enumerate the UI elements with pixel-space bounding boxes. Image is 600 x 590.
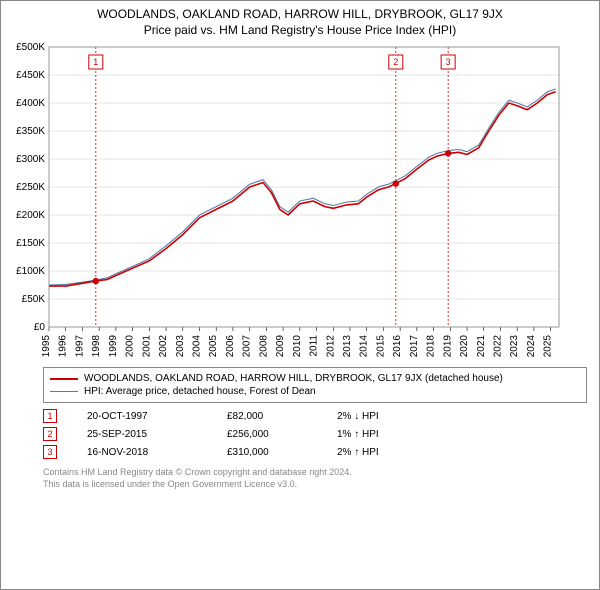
svg-text:£200K: £200K <box>16 210 45 221</box>
svg-text:2012: 2012 <box>325 335 336 358</box>
event-delta: 1% ↑ HPI <box>337 429 379 440</box>
legend-label-property: WOODLANDS, OAKLAND ROAD, HARROW HILL, DR… <box>84 373 503 384</box>
svg-text:2024: 2024 <box>526 335 537 358</box>
svg-text:2023: 2023 <box>509 335 520 358</box>
svg-text:£50K: £50K <box>22 294 46 305</box>
event-date: 20-OCT-1997 <box>87 411 197 422</box>
event-delta: 2% ↑ HPI <box>337 447 379 458</box>
svg-text:2004: 2004 <box>191 335 202 358</box>
legend: WOODLANDS, OAKLAND ROAD, HARROW HILL, DR… <box>43 367 587 403</box>
svg-text:1997: 1997 <box>74 335 85 358</box>
attribution-line2: This data is licensed under the Open Gov… <box>43 479 587 491</box>
event-badge: 2 <box>43 427 57 441</box>
svg-text:2017: 2017 <box>409 335 420 358</box>
svg-text:2006: 2006 <box>225 335 236 358</box>
svg-text:1995: 1995 <box>41 335 52 358</box>
event-price: £256,000 <box>227 429 307 440</box>
title-address: WOODLANDS, OAKLAND ROAD, HARROW HILL, DR… <box>11 7 589 21</box>
event-badge: 1 <box>43 409 57 423</box>
svg-text:2021: 2021 <box>476 335 487 358</box>
chart-container: WOODLANDS, OAKLAND ROAD, HARROW HILL, DR… <box>0 0 600 590</box>
svg-text:£250K: £250K <box>16 182 45 193</box>
svg-text:£300K: £300K <box>16 154 45 165</box>
svg-text:2022: 2022 <box>492 335 503 358</box>
svg-text:£450K: £450K <box>16 70 45 81</box>
svg-text:2005: 2005 <box>208 335 219 358</box>
svg-text:2020: 2020 <box>459 335 470 358</box>
svg-text:£0: £0 <box>34 322 46 333</box>
svg-text:2008: 2008 <box>258 335 269 358</box>
svg-text:£150K: £150K <box>16 238 45 249</box>
svg-text:£100K: £100K <box>16 266 45 277</box>
svg-text:1: 1 <box>93 57 98 67</box>
chart-area: £0 £50K £100K £150K £200K £250K £300K £350K £400… <box>5 41 587 361</box>
svg-text:2025: 2025 <box>543 335 554 358</box>
title-subtitle: Price paid vs. HM Land Registry's House … <box>11 23 589 37</box>
svg-text:3: 3 <box>446 57 451 67</box>
line-chart: £0 £50K £100K £150K £200K £250K £300K £350K £400… <box>5 41 565 361</box>
svg-text:2007: 2007 <box>242 335 253 358</box>
svg-text:2002: 2002 <box>158 335 169 358</box>
attribution-line1: Contains HM Land Registry data © Crown c… <box>43 467 587 479</box>
event-delta: 2% ↓ HPI <box>337 411 379 422</box>
event-badge: 3 <box>43 445 57 459</box>
svg-text:1998: 1998 <box>91 335 102 358</box>
svg-text:2011: 2011 <box>309 335 320 357</box>
svg-text:2009: 2009 <box>275 335 286 358</box>
legend-swatch-property <box>50 378 78 380</box>
svg-text:£500K: £500K <box>16 42 45 53</box>
title-block: WOODLANDS, OAKLAND ROAD, HARROW HILL, DR… <box>1 1 599 41</box>
svg-text:2014: 2014 <box>359 335 370 358</box>
svg-text:£350K: £350K <box>16 126 45 137</box>
svg-text:2000: 2000 <box>125 335 136 358</box>
event-date: 16-NOV-2018 <box>87 447 197 458</box>
svg-text:2: 2 <box>393 57 398 67</box>
svg-text:£400K: £400K <box>16 98 45 109</box>
event-row: 2 25-SEP-2015 £256,000 1% ↑ HPI <box>43 425 587 443</box>
legend-row-property: WOODLANDS, OAKLAND ROAD, HARROW HILL, DR… <box>50 372 580 385</box>
event-price: £82,000 <box>227 411 307 422</box>
event-date: 25-SEP-2015 <box>87 429 197 440</box>
svg-text:2015: 2015 <box>375 335 386 358</box>
svg-text:2016: 2016 <box>392 335 403 358</box>
event-row: 3 16-NOV-2018 £310,000 2% ↑ HPI <box>43 443 587 461</box>
svg-text:1999: 1999 <box>108 335 119 358</box>
svg-text:2019: 2019 <box>442 335 453 358</box>
svg-text:2001: 2001 <box>141 335 152 358</box>
svg-text:2013: 2013 <box>342 335 353 358</box>
legend-label-hpi: HPI: Average price, detached house, Fore… <box>84 386 316 397</box>
legend-swatch-hpi <box>50 391 78 392</box>
legend-row-hpi: HPI: Average price, detached house, Fore… <box>50 385 580 398</box>
attribution: Contains HM Land Registry data © Crown c… <box>43 467 587 490</box>
svg-text:2003: 2003 <box>175 335 186 358</box>
event-row: 1 20-OCT-1997 £82,000 2% ↓ HPI <box>43 407 587 425</box>
svg-text:2010: 2010 <box>292 335 303 358</box>
svg-text:2018: 2018 <box>426 335 437 358</box>
event-price: £310,000 <box>227 447 307 458</box>
svg-text:1996: 1996 <box>58 335 69 358</box>
event-list: 1 20-OCT-1997 £82,000 2% ↓ HPI 2 25-SEP-2015 £… <box>43 407 587 461</box>
